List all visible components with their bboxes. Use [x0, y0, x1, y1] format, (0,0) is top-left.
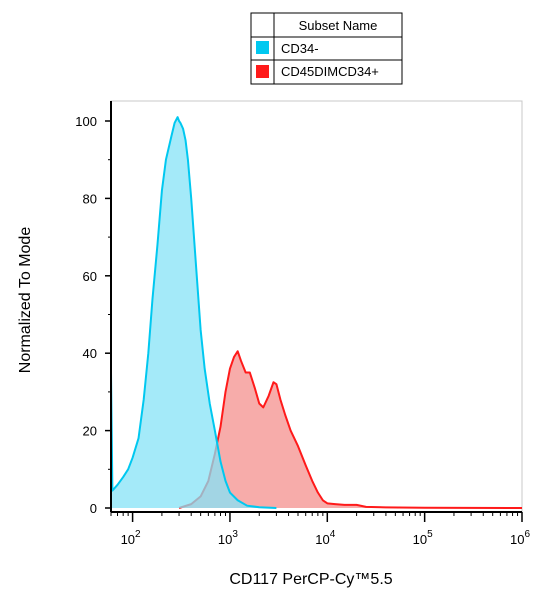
y-axis-label: Normalized To Mode [17, 227, 34, 374]
x-tick-label: 105 [413, 529, 433, 547]
y-tick-label: 0 [90, 501, 97, 516]
tick-layer: 0 20 40 60 80 100 102 103 104 105 106 [75, 114, 530, 547]
legend-swatch-cd34-neg [256, 41, 269, 54]
series-line-0 [110, 116, 277, 509]
y-tick-label: 60 [83, 269, 97, 284]
y-tick-label: 40 [83, 346, 97, 361]
y-tick-label: 80 [83, 191, 97, 206]
legend: Subset Name CD34- CD45DIMCD34+ [250, 12, 403, 85]
series-line-1 [178, 350, 523, 509]
series-layer [110, 116, 523, 509]
series-area-0 [111, 117, 277, 508]
x-tick-label: 104 [315, 529, 335, 547]
legend-swatch-cd45dim-cd34-pos [256, 65, 269, 78]
y-tick-label: 100 [75, 114, 97, 129]
series-area-1 [179, 351, 523, 508]
legend-label-cd45dim-cd34-pos: CD45DIMCD34+ [281, 64, 379, 79]
x-tick-label: 102 [121, 529, 141, 547]
x-tick-label: 106 [510, 529, 530, 547]
legend-label-cd34-neg: CD34- [281, 41, 319, 56]
x-tick-label: 103 [218, 529, 238, 547]
y-tick-label: 20 [83, 424, 97, 439]
x-axis-label: CD117 PerCP-Cy™5.5 [229, 571, 392, 588]
legend-header: Subset Name [299, 18, 378, 33]
